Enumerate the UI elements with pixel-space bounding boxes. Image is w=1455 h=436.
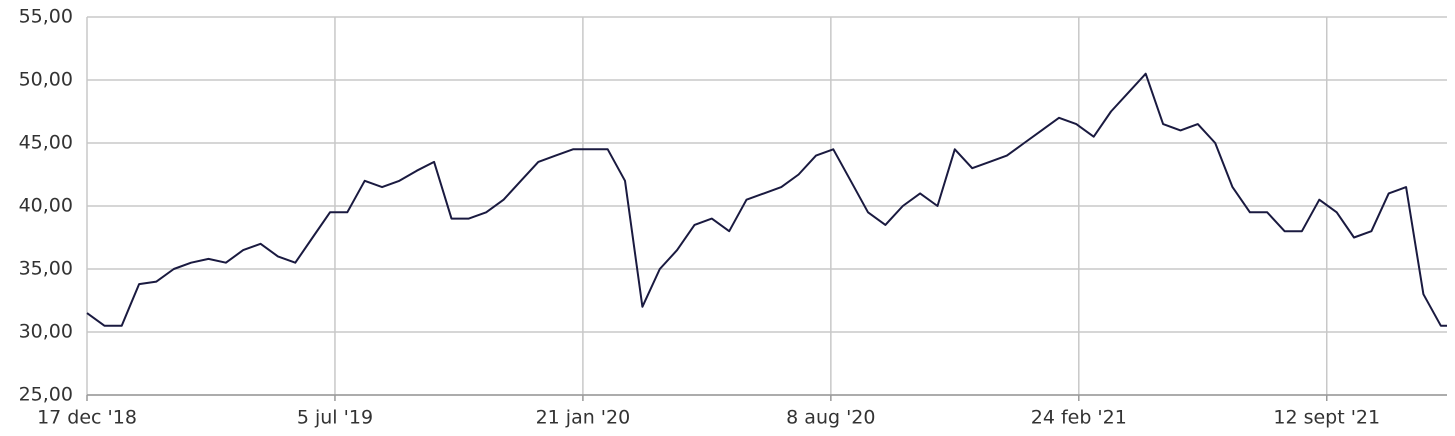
y-tick-label: 35,00 bbox=[19, 258, 73, 280]
x-tick-label: 17 dec '18 bbox=[37, 407, 137, 429]
x-tick-label: 24 feb '21 bbox=[1031, 407, 1127, 429]
y-tick-label: 50,00 bbox=[19, 69, 73, 91]
y-tick-label: 25,00 bbox=[19, 384, 73, 406]
y-tick-label: 45,00 bbox=[19, 132, 73, 154]
x-tick-label: 5 jul '19 bbox=[297, 407, 373, 429]
x-tick-label: 21 jan '20 bbox=[536, 407, 631, 429]
x-tick-label: 12 sept '21 bbox=[1273, 407, 1380, 429]
price-line bbox=[86, 72, 1447, 327]
y-tick-label: 55,00 bbox=[19, 6, 73, 28]
y-tick-label: 30,00 bbox=[19, 321, 73, 343]
y-tick-label: 40,00 bbox=[19, 195, 73, 217]
x-tick-label: 8 aug '20 bbox=[786, 407, 875, 429]
